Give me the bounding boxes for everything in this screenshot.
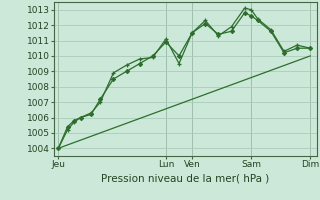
X-axis label: Pression niveau de la mer( hPa ): Pression niveau de la mer( hPa ): [101, 173, 270, 183]
